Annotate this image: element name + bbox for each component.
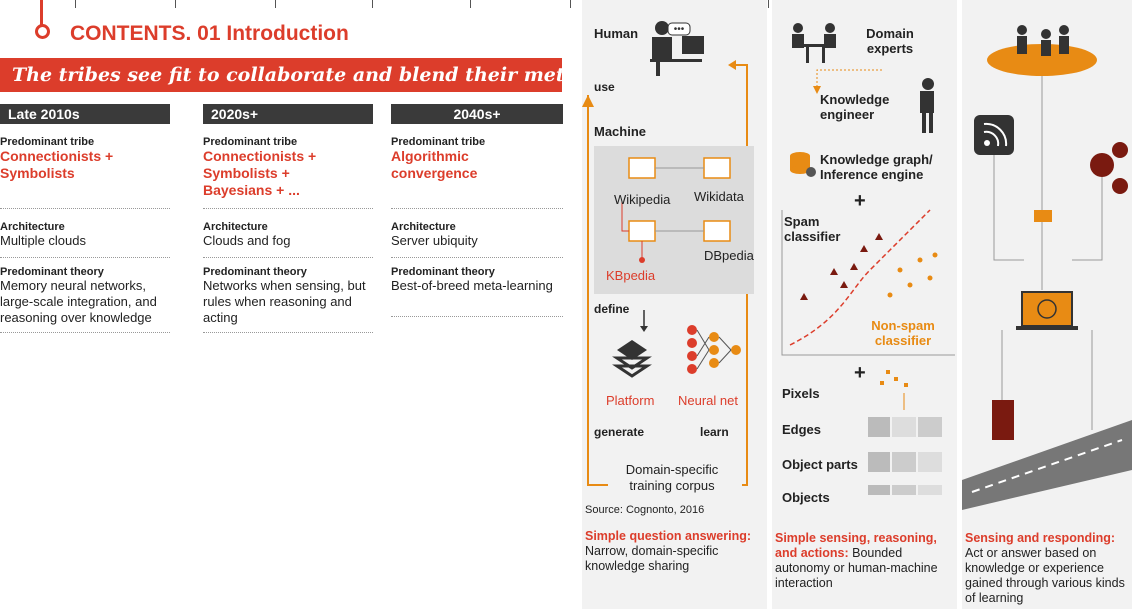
domain-experts-label: Domain experts	[866, 26, 914, 56]
architecture-value: Clouds and fog	[203, 233, 291, 248]
column-2040s: 2040s+ Predominant tribe Algorithmic con…	[391, 104, 563, 317]
caption-head: Simple question answering:	[585, 529, 751, 543]
knowledge-graph-label: Knowledge graph/ Inference engine	[820, 152, 933, 182]
caption-body: Bounded autonomy or human-machine intera…	[775, 546, 938, 590]
knowledge-engineer-label: Knowledge engineer	[820, 92, 890, 122]
architecture-label: Architecture	[391, 221, 456, 233]
divider	[0, 208, 170, 209]
dbpedia-label: DBpedia	[704, 248, 754, 263]
period-header: 2040s+	[391, 104, 563, 124]
divider	[203, 257, 373, 258]
theory-value: Memory neural networks, large-scale inte…	[0, 278, 157, 325]
expert-arrow	[813, 69, 882, 94]
divider	[391, 316, 563, 317]
timeline-marker-dot	[35, 24, 50, 39]
column-2020s: 2020s+ Predominant tribe Connectionists …	[203, 104, 373, 333]
caption-question-answering: Simple question answering: Narrow, domai…	[585, 529, 765, 574]
theory-label: Predominant theory	[203, 266, 307, 278]
architecture-value: Multiple clouds	[0, 233, 86, 248]
theory-label: Predominant theory	[0, 266, 104, 278]
panel-sensing-reasoning: Domain experts Knowledge engineer Knowle…	[772, 0, 957, 609]
use-label: use	[594, 80, 615, 94]
page-title: CONTENTS. 01 Introduction	[70, 22, 349, 45]
generate-label: generate	[594, 425, 645, 439]
human-label: Human	[594, 26, 639, 41]
divider	[0, 332, 170, 333]
classifier-scatter	[781, 209, 955, 356]
learn-label: learn	[700, 425, 729, 439]
period-header: Late 2010s	[0, 104, 170, 124]
database-icon	[790, 152, 816, 177]
period-header: 2020s+	[203, 104, 373, 124]
kbpedia-label: KBpedia	[606, 268, 656, 283]
tribe-label: Predominant tribe	[391, 136, 486, 148]
architecture-value: Server ubiquity	[391, 233, 478, 248]
divider	[203, 208, 373, 209]
column-late-2010s: Late 2010s Predominant tribe Connectioni…	[0, 104, 170, 333]
wikipedia-label: Wikipedia	[614, 192, 671, 207]
architecture-label: Architecture	[0, 221, 65, 233]
pixels-label: Pixels	[782, 386, 820, 401]
feature-hierarchy-images	[868, 370, 942, 495]
platform-neuralnet-icons	[612, 310, 741, 378]
section-banner: The tribes see fit to collaborate and bl…	[0, 58, 562, 92]
caption-body: Narrow, domain-specific knowledge sharin…	[585, 544, 719, 573]
svg-text:•••: •••	[674, 24, 685, 35]
nonspam-classifier-label: Non-spam classifier	[871, 318, 935, 348]
caption-head: Sensing and responding:	[965, 531, 1116, 545]
tribe-label: Predominant tribe	[203, 136, 298, 148]
divider	[0, 257, 170, 258]
caption-sensing-responding: Sensing and responding: Act or answer ba…	[965, 531, 1131, 606]
plus-sign-2: +	[854, 362, 866, 384]
theory-label: Predominant theory	[391, 266, 495, 278]
plus-sign: +	[854, 190, 866, 212]
neural-net-label: Neural net	[678, 393, 738, 408]
objects-label: Objects	[782, 490, 830, 505]
tribe-label: Predominant tribe	[0, 136, 95, 148]
knowledge-engineer-icon	[920, 78, 934, 133]
meeting-people-icon	[792, 23, 836, 63]
corpus-label: Domain-specific training corpus	[625, 462, 719, 493]
platform-label: Platform	[606, 393, 655, 408]
human-at-computer-icon: •••	[650, 21, 704, 76]
define-label: define	[594, 302, 630, 316]
panel-sensing-responding: Sensing and responding: Act or answer ba…	[962, 0, 1132, 609]
tribe-value: Connectionists + Symbolists	[0, 148, 114, 181]
kb-connections	[621, 157, 731, 263]
wikidata-label: Wikidata	[694, 189, 744, 204]
panel-question-answering: Human ••• use Machine Wikipedia Wikidata…	[582, 0, 767, 609]
caption-sensing-reasoning: Simple sensing, reasoning, and actions: …	[775, 531, 955, 591]
theory-value: Best-of-breed meta-learning	[391, 278, 553, 293]
architecture-label: Architecture	[203, 221, 268, 233]
divider	[391, 257, 563, 258]
tribe-value: Algorithmic convergence	[391, 148, 478, 181]
tribe-value: Connectionists + Symbolists + Bayesians …	[203, 148, 317, 198]
divider	[203, 332, 373, 333]
edges-label: Edges	[782, 422, 822, 437]
object-parts-label: Object parts	[782, 457, 858, 472]
caption-body: Act or answer based on knowledge or expe…	[965, 546, 1125, 605]
iot-network-illustration	[962, 25, 1132, 510]
spam-classifier-label: Spam classifier	[784, 214, 841, 244]
source-note: Source: Cognonto, 2016	[585, 504, 705, 516]
machine-label: Machine	[594, 124, 647, 139]
divider	[391, 208, 563, 209]
timeline-marker-line	[40, 0, 43, 26]
theory-value: Networks when sensing, but rules when re…	[203, 278, 366, 325]
caption-head: Simple sensing, reasoning, and actions:	[775, 531, 937, 560]
